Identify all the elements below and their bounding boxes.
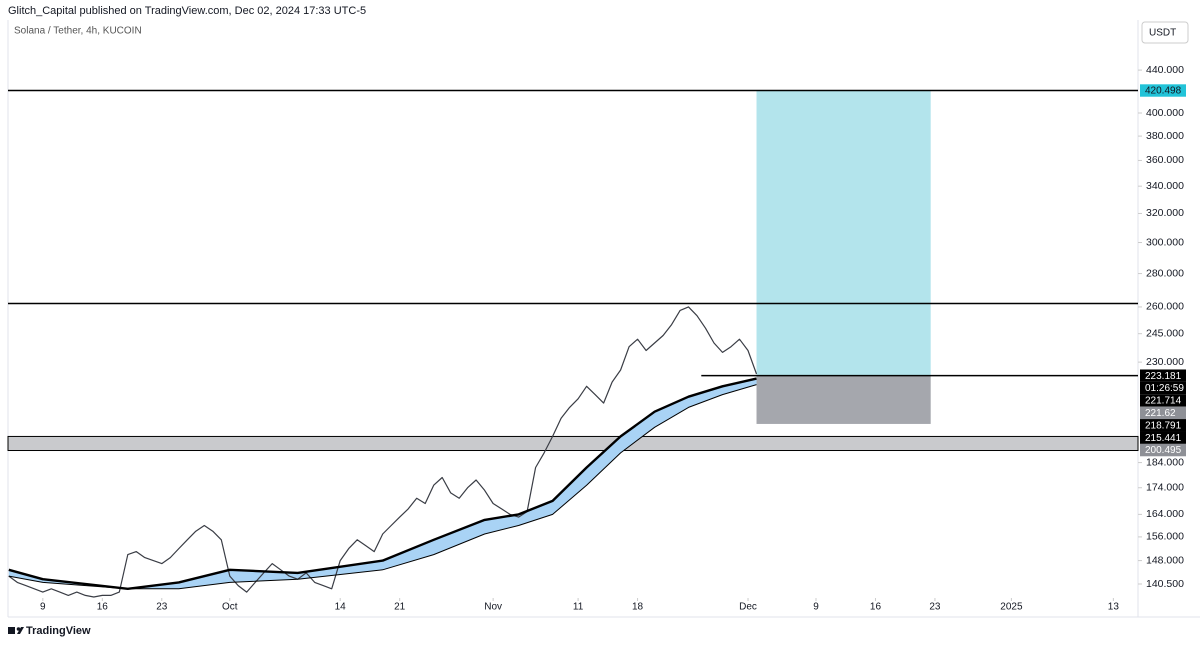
y-tick-label: 260.000 <box>1146 301 1184 313</box>
y-tick-label: 380.000 <box>1146 130 1184 142</box>
x-tick-label: Dec <box>739 602 757 613</box>
y-tick-label: 174.000 <box>1146 482 1184 494</box>
symbol: Solana / Tether, 4h, KUCOIN <box>14 26 142 37</box>
price-label: 420.498 <box>1140 84 1186 97</box>
x-tick-label: 16 <box>870 602 882 613</box>
price-label-bg <box>1140 381 1186 395</box>
series-line <box>8 306 758 598</box>
y-tick-label: 400.000 <box>1146 107 1184 119</box>
y-tick-label: 245.000 <box>1146 327 1184 339</box>
price-label-bg <box>1140 443 1186 457</box>
y-tick-label: 164.000 <box>1146 508 1184 520</box>
x-tick-label: 18 <box>632 602 644 613</box>
y-tick-label: 320.000 <box>1146 207 1184 219</box>
x-tick-label: 16 <box>97 602 109 613</box>
price-label-text: 218.791 <box>1145 420 1182 431</box>
price-label-text: 200.495 <box>1145 445 1182 456</box>
series-line <box>8 377 757 590</box>
price-label: 218.791 <box>1140 419 1186 432</box>
x-tick-label: 11 <box>573 602 584 613</box>
y-tick-label: 360.000 <box>1146 154 1184 166</box>
y-tick-label: 300.000 <box>1146 236 1184 248</box>
zone <box>7 435 1139 452</box>
price-label: 221.714 <box>1140 394 1186 407</box>
price-label: 221.62 <box>1140 406 1186 420</box>
price-label-text: 01:26:59 <box>1145 383 1184 394</box>
price-label: 215.441 <box>1140 431 1186 444</box>
price-label: 223.181 <box>1140 369 1186 382</box>
x-tick-label: Oct <box>222 602 238 613</box>
currency-box[interactable] <box>1141 21 1189 44</box>
y-tick-label: 230.000 <box>1146 356 1184 368</box>
price-label-bg <box>1140 406 1186 420</box>
y-tick-label: 140.500 <box>1146 578 1184 590</box>
x-tick-label: 2025 <box>1000 602 1023 613</box>
price-label: 01:26:59 <box>1140 381 1186 395</box>
price-label: 200.495 <box>1140 443 1186 457</box>
x-tick-label: 14 <box>335 602 347 613</box>
x-tick-label: 13 <box>1108 602 1120 613</box>
x-tick-label: 23 <box>156 602 168 613</box>
price-label-bg <box>1140 394 1186 407</box>
y-tick-label: 184.000 <box>1146 456 1184 468</box>
x-tick-label: 21 <box>394 602 406 613</box>
logo <box>8 627 24 634</box>
target-area <box>756 90 931 376</box>
price-label-text: 221.62 <box>1145 408 1176 419</box>
y-tick-label: 440.000 <box>1146 64 1184 76</box>
x-tick-label: 9 <box>40 602 46 613</box>
y-tick-label: 148.000 <box>1146 554 1184 566</box>
price-label-text: 215.441 <box>1145 433 1182 444</box>
x-tick-label: 23 <box>929 602 941 613</box>
stop-area <box>756 375 931 424</box>
y-tick-label: 280.000 <box>1146 267 1184 279</box>
price-label-text: 223.181 <box>1145 371 1182 382</box>
series-line <box>8 384 757 590</box>
price-label-bg <box>1140 419 1186 432</box>
price-label-bg <box>1140 369 1186 382</box>
header: Glitch_Capital published on TradingView.… <box>8 5 366 17</box>
x-tick-label: Nov <box>484 602 502 613</box>
price-label-text: 221.714 <box>1145 396 1182 407</box>
price-label-bg <box>1140 431 1186 444</box>
y-tick-label: 156.000 <box>1146 531 1184 543</box>
currency[interactable]: USDT <box>1149 28 1176 39</box>
brand: TradingView <box>26 625 91 637</box>
y-tick-label: 340.000 <box>1146 180 1184 192</box>
price-label-bg <box>1140 84 1186 97</box>
x-tick-label: 9 <box>813 602 819 613</box>
price-label-text: 420.498 <box>1145 86 1182 97</box>
